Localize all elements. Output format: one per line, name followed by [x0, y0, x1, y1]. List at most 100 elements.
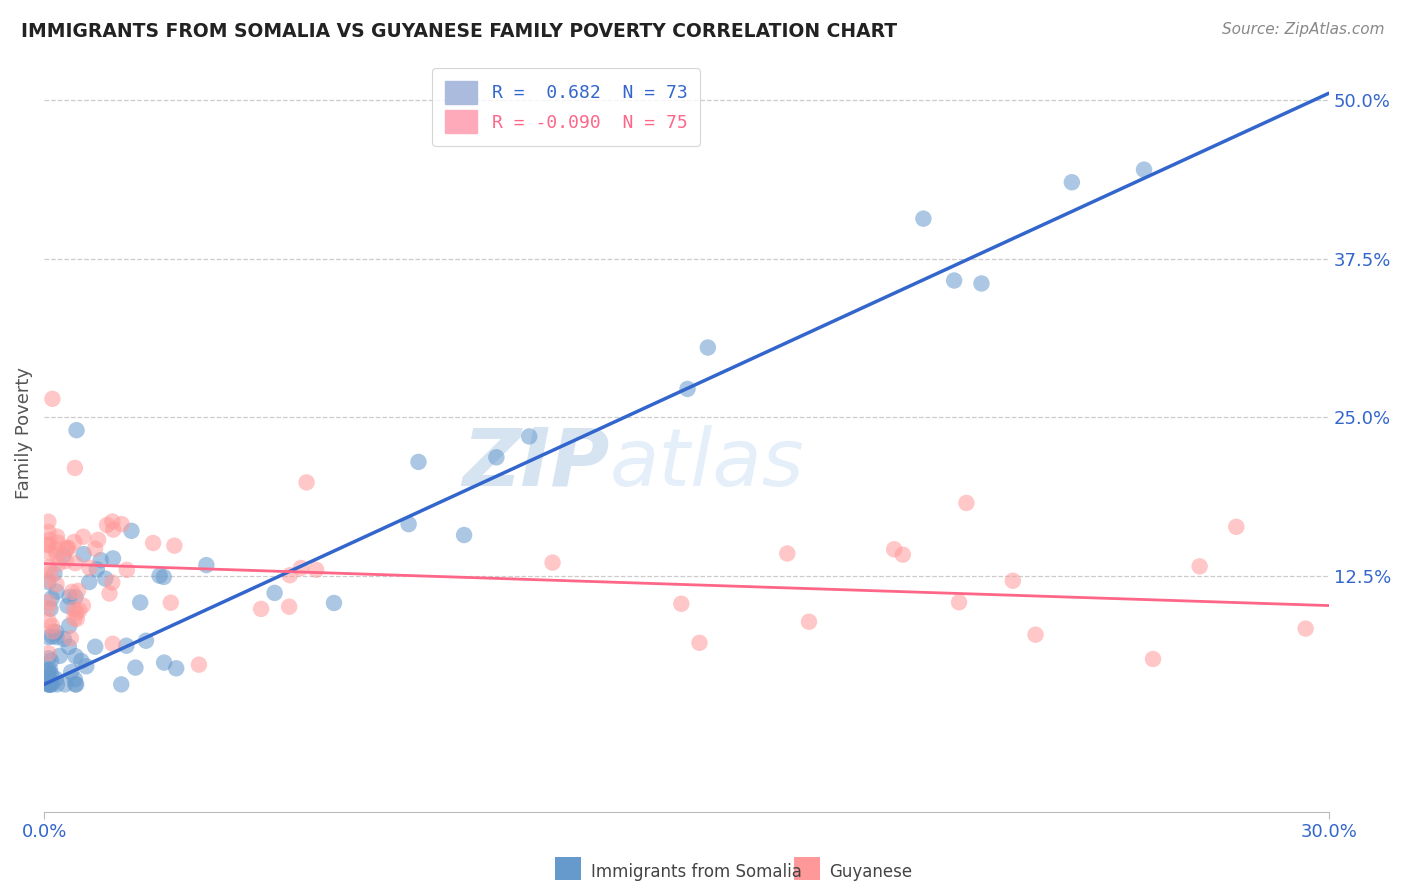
Point [676, 382, 699, 396]
Point [1060, 175, 1083, 189]
Point [65, 677, 87, 691]
Point [295, 475, 318, 490]
Point [44, 566, 66, 581]
Point [39, 566, 62, 581]
Point [70, 654, 93, 668]
Point [41, 677, 63, 691]
Point [37, 573, 59, 587]
Point [37, 524, 59, 539]
Point [1188, 559, 1211, 574]
Point [41, 630, 63, 644]
Point [485, 450, 508, 465]
Point [63, 672, 86, 686]
Point [58, 619, 80, 633]
Point [37, 651, 59, 665]
Point [671, 597, 693, 611]
Point [86, 562, 108, 576]
Point [135, 633, 157, 648]
Point [797, 615, 820, 629]
Point [943, 273, 966, 287]
Point [39, 667, 62, 681]
Point [56, 599, 79, 613]
Point [970, 277, 993, 291]
Point [37, 677, 59, 691]
Legend: R =  0.682  N = 73, R = -0.090  N = 75: R = 0.682 N = 73, R = -0.090 N = 75 [432, 68, 700, 146]
Point [101, 551, 124, 566]
Point [79, 560, 101, 574]
Point [55, 554, 77, 568]
Point [541, 556, 564, 570]
Point [103, 523, 125, 537]
Point [45, 625, 67, 640]
Point [101, 575, 124, 590]
Point [37, 595, 59, 609]
Point [98, 586, 121, 600]
Point [39, 602, 62, 616]
Point [152, 570, 174, 584]
Point [65, 677, 87, 691]
Point [67, 583, 90, 598]
Point [290, 561, 312, 575]
Point [60, 665, 83, 679]
Point [58, 541, 80, 555]
Point [55, 541, 77, 555]
Point [48, 557, 70, 571]
Point [124, 660, 146, 674]
Point [1225, 520, 1247, 534]
Text: IMMIGRANTS FROM SOMALIA VS GUYANESE FAMILY POVERTY CORRELATION CHART: IMMIGRANTS FROM SOMALIA VS GUYANESE FAMI… [21, 22, 897, 41]
Point [90, 553, 112, 567]
Point [948, 595, 970, 609]
Point [96, 518, 118, 533]
Text: ZIP: ZIP [463, 425, 609, 502]
Point [52, 549, 75, 563]
Point [115, 639, 138, 653]
Point [165, 661, 187, 675]
Point [37, 515, 59, 529]
Point [45, 577, 67, 591]
Point [58, 590, 80, 604]
Text: Guyanese: Guyanese [830, 863, 912, 881]
Point [63, 602, 86, 616]
Point [39, 677, 62, 691]
Point [37, 575, 59, 590]
Point [94, 572, 117, 586]
Point [37, 538, 59, 552]
Text: Immigrants from Somalia: Immigrants from Somalia [591, 863, 801, 881]
Point [37, 630, 59, 644]
Point [37, 664, 59, 678]
Point [101, 637, 124, 651]
Point [37, 538, 59, 552]
Point [517, 429, 540, 443]
Point [41, 618, 63, 632]
Point [63, 461, 86, 475]
Point [776, 547, 799, 561]
Point [75, 659, 97, 673]
Point [955, 496, 977, 510]
Point [110, 677, 132, 691]
Point [305, 563, 328, 577]
Point [101, 515, 124, 529]
Point [41, 591, 63, 606]
Point [41, 392, 63, 406]
Point [912, 211, 935, 226]
Point [38, 677, 60, 691]
Point [187, 657, 209, 672]
Point [56, 542, 79, 557]
Point [58, 640, 80, 654]
Point [45, 584, 67, 599]
Point [45, 630, 67, 644]
Point [48, 648, 70, 663]
Point [65, 423, 87, 437]
Point [408, 455, 430, 469]
Point [153, 656, 176, 670]
Point [72, 530, 94, 544]
Point [38, 614, 60, 628]
Point [53, 632, 76, 646]
Point [1133, 162, 1156, 177]
Point [111, 517, 134, 532]
Point [87, 533, 110, 547]
Point [1295, 622, 1317, 636]
Point [59, 631, 82, 645]
Point [37, 677, 59, 691]
Point [45, 672, 67, 686]
